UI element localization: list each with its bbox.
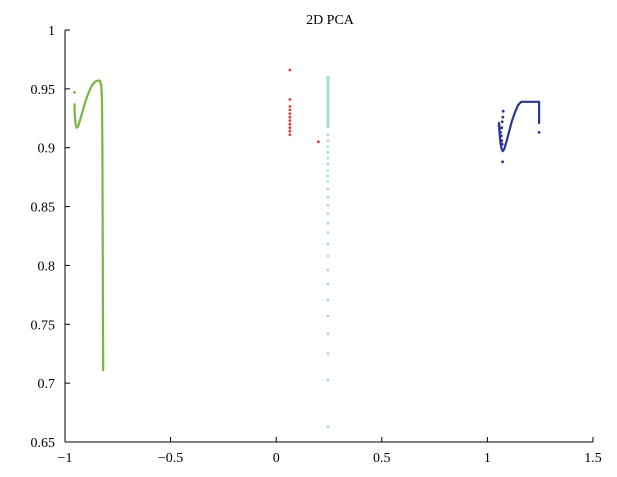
data-point — [326, 352, 330, 356]
data-point — [326, 221, 330, 225]
data-point — [498, 127, 501, 131]
data-point — [326, 195, 330, 199]
data-series — [73, 68, 541, 429]
data-point — [326, 282, 330, 286]
data-point — [288, 133, 292, 137]
data-point — [500, 120, 504, 124]
data-point — [326, 268, 330, 272]
data-point — [326, 204, 330, 207]
series-1 — [73, 79, 105, 372]
data-point — [73, 91, 76, 94]
data-point — [288, 122, 292, 126]
y-tick-label: 1 — [48, 24, 55, 39]
data-point — [326, 314, 330, 318]
y-tick-label: 0.65 — [31, 436, 56, 451]
data-point — [326, 162, 330, 166]
data-point — [537, 131, 541, 134]
data-point — [326, 174, 330, 178]
series-line — [497, 100, 541, 153]
data-point — [500, 126, 504, 130]
data-point — [288, 112, 292, 115]
data-point — [326, 231, 330, 234]
x-tick-label: 0.5 — [373, 451, 391, 466]
y-tick-label: 0.7 — [38, 377, 56, 392]
chart-title: 2D PCA — [306, 13, 355, 28]
data-point — [326, 332, 330, 336]
data-point — [326, 298, 330, 301]
data-point — [326, 151, 330, 154]
ticks: −1 −0.5 0 0.5 1 1.5 0.65 0.7 0.75 0.8 0.85 0.9 0.95 1 — [31, 24, 602, 466]
data-point — [326, 425, 330, 429]
series-line — [73, 79, 105, 372]
data-point — [288, 126, 292, 130]
y-tick-label: 0.9 — [38, 142, 56, 157]
y-tick-label: 0.95 — [31, 83, 56, 98]
data-point — [497, 123, 501, 127]
data-point — [317, 140, 320, 144]
x-tick-label: 1 — [484, 451, 491, 466]
y-tick-label: 0.8 — [38, 259, 56, 274]
data-point — [326, 242, 330, 246]
data-point — [500, 139, 504, 143]
data-point — [501, 115, 505, 119]
series-2 — [288, 68, 320, 144]
data-point — [326, 139, 330, 143]
x-tick-label: 1.5 — [584, 451, 602, 466]
data-point — [326, 133, 330, 137]
data-point — [288, 115, 292, 119]
data-point — [326, 168, 330, 172]
data-point — [501, 109, 505, 113]
data-point — [501, 160, 504, 164]
data-point — [288, 129, 292, 133]
y-tick-label: 0.75 — [31, 318, 56, 333]
data-point — [288, 68, 292, 72]
data-point — [288, 119, 292, 122]
x-tick-label: 0 — [273, 451, 280, 466]
x-tick-label: −0.5 — [158, 451, 183, 466]
data-point — [288, 98, 292, 101]
data-point — [326, 145, 330, 148]
data-point — [326, 378, 330, 381]
data-point — [288, 105, 292, 108]
axes — [64, 30, 593, 443]
data-point — [288, 108, 292, 112]
series-4 — [497, 100, 541, 164]
data-point — [500, 142, 504, 146]
series-3 — [326, 75, 330, 429]
data-point — [499, 131, 502, 134]
data-point — [326, 187, 330, 191]
y-tick-label: 0.85 — [31, 201, 56, 216]
data-point — [326, 180, 330, 184]
data-point — [326, 254, 330, 258]
data-point — [326, 212, 330, 216]
data-point — [326, 156, 330, 160]
data-point — [499, 134, 503, 138]
x-tick-label: −1 — [58, 451, 73, 466]
